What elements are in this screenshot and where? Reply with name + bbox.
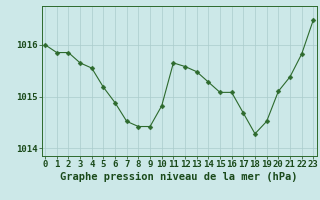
- X-axis label: Graphe pression niveau de la mer (hPa): Graphe pression niveau de la mer (hPa): [60, 172, 298, 182]
